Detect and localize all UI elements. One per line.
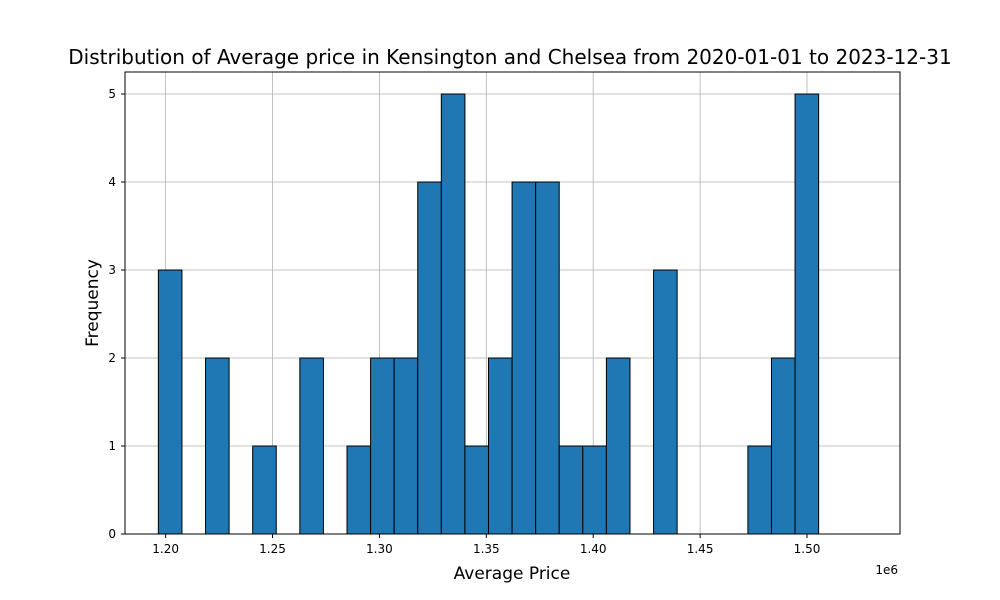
- histogram-bar: [346, 445, 372, 535]
- y-tick-label: 1: [108, 439, 116, 453]
- histogram-bars: [157, 93, 820, 535]
- histogram-bar: [794, 93, 820, 535]
- x-tick-label: 1.20: [152, 542, 179, 556]
- axis-ticks: 1.20 1.25 1.30 1.35 1.40 1.45 1.50 0 1 2 3 4 5: [108, 87, 820, 556]
- histogram-bar: [370, 357, 395, 535]
- histogram-bar: [417, 181, 442, 535]
- histogram-bar: [440, 93, 466, 535]
- y-tick-label: 4: [108, 175, 116, 189]
- y-tick-label: 0: [108, 527, 116, 541]
- histogram-bar: [299, 357, 324, 535]
- x-tick-label: 1.35: [473, 542, 500, 556]
- x-axis-label: Average Price: [454, 564, 571, 584]
- histogram-bar: [393, 357, 419, 535]
- histogram-bar: [653, 269, 678, 535]
- x-tick-label: 1.40: [580, 542, 607, 556]
- y-tick-label: 2: [108, 351, 116, 365]
- plot-frame: [124, 71, 901, 535]
- x-tick-label: 1.25: [259, 542, 286, 556]
- histogram-bar: [605, 357, 631, 535]
- y-tick-label: 5: [108, 87, 116, 101]
- x-tick-label: 1.30: [366, 542, 393, 556]
- y-axis-label: Frequency: [83, 259, 103, 347]
- chart-title: Distribution of Average price in Kensing…: [68, 45, 951, 69]
- histogram-bar: [464, 445, 489, 535]
- histogram-bar: [487, 357, 513, 535]
- histogram-bar: [511, 181, 537, 535]
- histogram-bar: [205, 357, 230, 535]
- x-tick-label: 1.45: [687, 542, 714, 556]
- histogram-bar: [770, 357, 796, 535]
- histogram-bar: [157, 269, 183, 535]
- y-tick-label: 3: [108, 263, 116, 277]
- histogram-bar: [252, 445, 277, 535]
- x-tick-label: 1.50: [794, 542, 821, 556]
- histogram-bar: [747, 445, 772, 535]
- x-axis-offset-label: 1e6: [875, 563, 898, 577]
- histogram-bar: [582, 445, 607, 535]
- histogram-bar: [535, 181, 560, 535]
- histogram-bar: [558, 445, 584, 535]
